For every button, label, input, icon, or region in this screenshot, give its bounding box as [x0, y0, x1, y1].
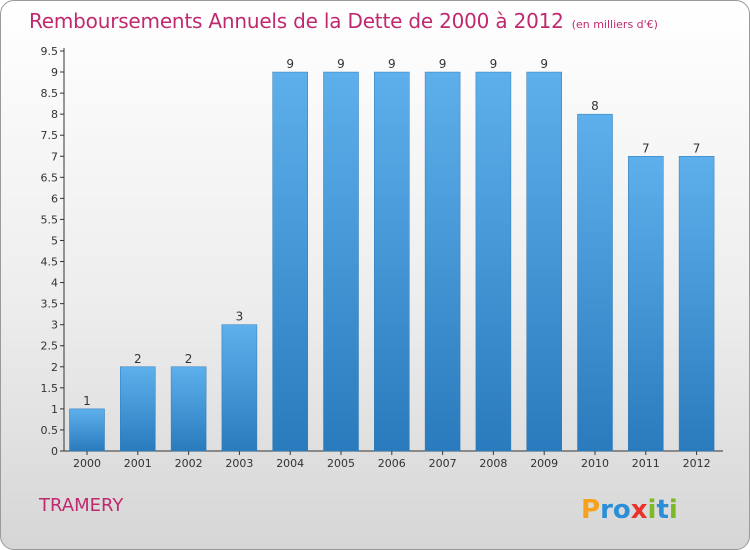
data-label: 2 [134, 352, 142, 366]
data-label: 9 [388, 57, 396, 71]
y-tick-label: 0 [51, 445, 58, 458]
x-tick-label: 2011 [632, 457, 660, 470]
x-tick-label: 2010 [581, 457, 609, 470]
y-tick-label: 7.5 [41, 129, 59, 142]
logo-letter: x [631, 495, 648, 525]
svg-text:Proxiti: Proxiti [581, 495, 678, 525]
bar [374, 71, 410, 452]
y-tick-label: 9.5 [41, 45, 59, 58]
data-label: 7 [693, 141, 701, 155]
x-tick-label: 2000 [73, 457, 101, 470]
y-tick-label: 2.5 [41, 340, 59, 353]
bar [120, 366, 156, 452]
y-tick-label: 3 [51, 319, 58, 332]
y-tick-label: 9 [51, 66, 58, 79]
data-label: 7 [642, 141, 650, 155]
bar [526, 71, 562, 452]
y-tick-label: 3.5 [41, 298, 59, 311]
bar [323, 71, 359, 452]
x-tick-label: 2005 [327, 457, 355, 470]
x-tick-label: 2007 [429, 457, 457, 470]
y-tick-label: 8.5 [41, 87, 59, 100]
x-tick-label: 2012 [683, 457, 711, 470]
logo-letter: o [613, 495, 631, 525]
y-tick-label: 6 [51, 192, 58, 205]
data-label: 3 [236, 310, 244, 324]
bar [221, 324, 258, 452]
x-tick-label: 2009 [530, 457, 558, 470]
data-label: 9 [286, 57, 294, 71]
y-tick-label: 1.5 [41, 382, 59, 395]
data-label: 9 [490, 57, 498, 71]
bar [475, 71, 512, 452]
bar [424, 71, 461, 452]
logo-letter: i [648, 495, 657, 525]
logo-letter: t [656, 495, 668, 525]
proxiti-logo: Proxiti [581, 495, 678, 525]
x-tick-label: 2003 [225, 457, 253, 470]
logo-letter: P [581, 495, 600, 525]
town-name: TRAMERY [39, 495, 124, 516]
data-label: 9 [337, 57, 345, 71]
bars [69, 71, 715, 452]
bar [170, 366, 207, 452]
data-label: 9 [439, 57, 447, 71]
y-tick-label: 1 [51, 403, 58, 416]
chart-title: Remboursements Annuels de la Dette de 20… [29, 9, 658, 33]
data-label: 1 [83, 394, 91, 408]
chart-unit: (en milliers d'€) [571, 18, 658, 31]
y-tick-label: 6.5 [41, 171, 59, 184]
y-tick-label: 5 [51, 234, 58, 247]
chart-title-text: Remboursements Annuels de la Dette de 20… [29, 9, 564, 33]
y-tick-label: 5.5 [41, 213, 59, 226]
data-label: 2 [185, 352, 193, 366]
logo-letter: i [669, 495, 678, 525]
bar [577, 113, 613, 452]
y-tick-label: 4.5 [41, 256, 59, 269]
bar [678, 156, 715, 452]
bar [272, 71, 308, 452]
bar [69, 408, 105, 452]
data-label: 8 [591, 99, 599, 113]
bar [628, 156, 664, 452]
y-tick-label: 8 [51, 108, 58, 121]
y-tick-label: 7 [51, 150, 58, 163]
x-tick-label: 2006 [378, 457, 406, 470]
x-tick-label: 2008 [479, 457, 507, 470]
y-tick-label: 2 [51, 361, 58, 374]
x-tick-label: 2001 [124, 457, 152, 470]
logo-letter: r [600, 495, 613, 525]
y-tick-label: 0.5 [41, 424, 59, 437]
y-tick-label: 4 [51, 277, 58, 290]
axes: 0 0.5 1 1.5 2 2.5 3 3.5 4 4.5 5 5.5 6 6.5 7 7.5 8 8.5 9 9.5… [41, 45, 723, 470]
data-label: 9 [540, 57, 548, 71]
value-labels: 1 2 2 3 9 9 9 9 9 9 8 7 7 [83, 57, 700, 408]
x-tick-label: 2002 [175, 457, 203, 470]
x-tick-label: 2004 [276, 457, 304, 470]
